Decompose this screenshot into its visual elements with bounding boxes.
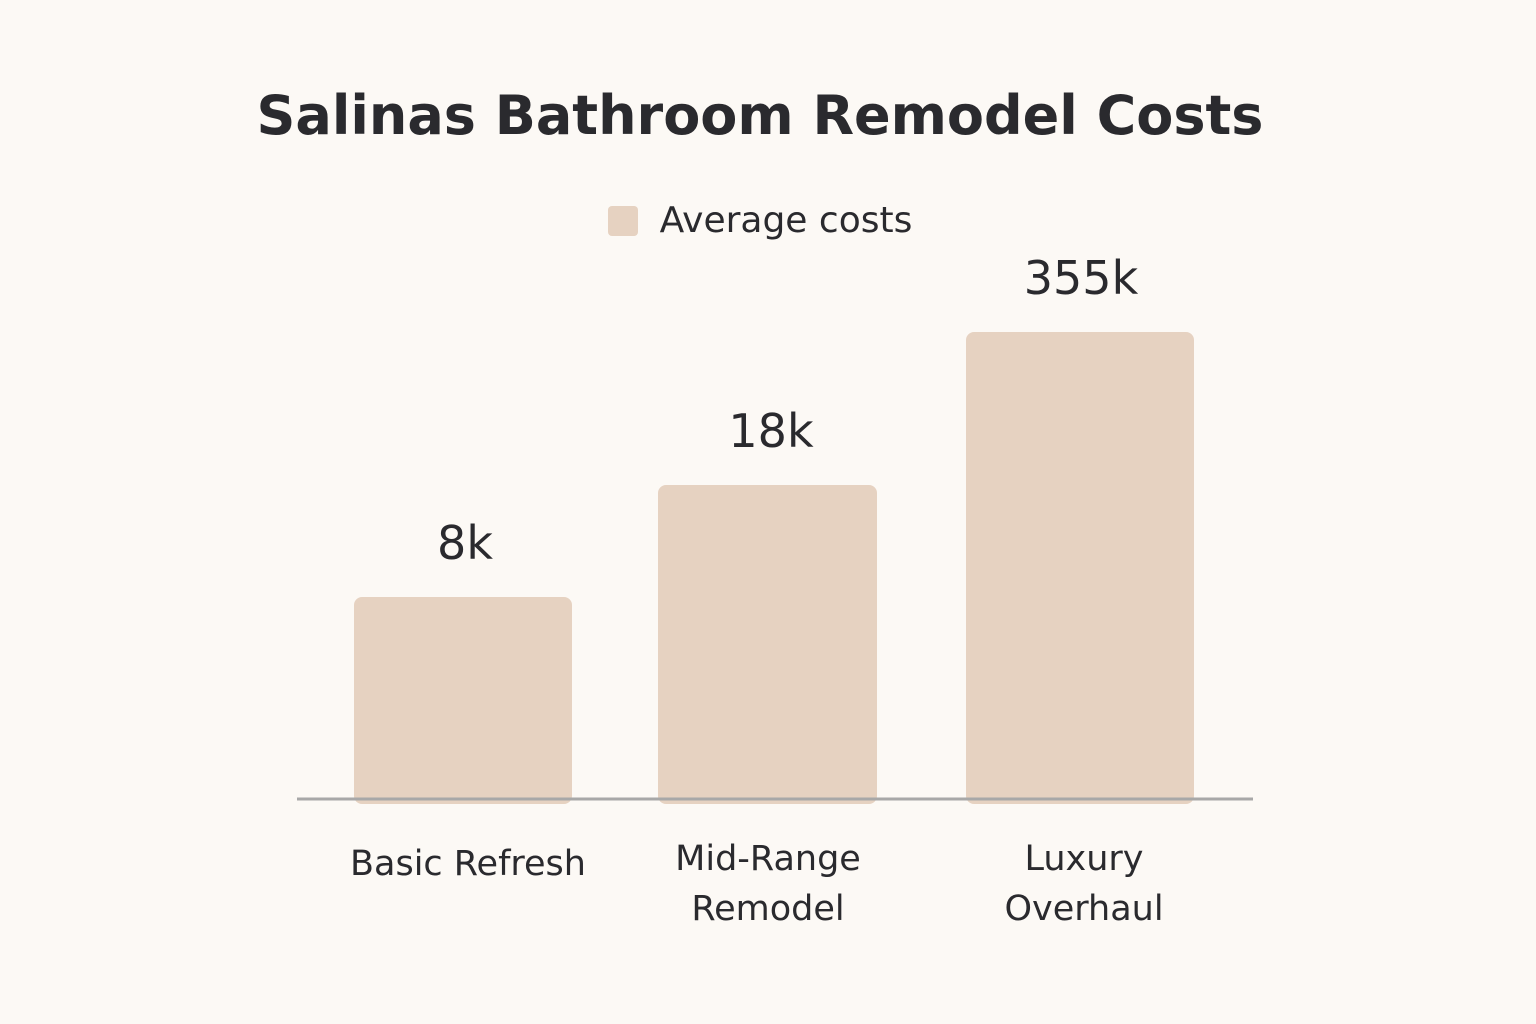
legend: Average costs — [0, 200, 1520, 241]
data-label-0: 8k — [437, 516, 493, 570]
data-label-1: 18k — [728, 404, 814, 458]
x-tick-label-2-line-0: Luxury — [1024, 839, 1143, 879]
x-tick-label-1: Mid-Range Remodel — [675, 839, 861, 929]
x-tick-label-0-line-0: Basic Refresh — [350, 844, 586, 884]
bar-0 — [354, 597, 572, 804]
bar-1 — [658, 485, 877, 804]
x-tick-label-1-line-1: Remodel — [691, 889, 844, 929]
x-tick-label-1-line-0: Mid-Range — [675, 839, 861, 879]
chart-title: Salinas Bathroom Remodel Costs — [256, 84, 1264, 147]
legend-label: Average costs — [659, 200, 913, 241]
data-label-2: 355k — [1024, 251, 1139, 305]
legend-swatch — [607, 205, 638, 236]
x-tick-label-2: Luxury Overhaul — [1004, 839, 1163, 929]
bar-2 — [966, 332, 1194, 804]
x-tick-label-2-line-1: Overhaul — [1004, 889, 1163, 929]
x-tick-label-0: Basic Refresh — [350, 844, 586, 884]
